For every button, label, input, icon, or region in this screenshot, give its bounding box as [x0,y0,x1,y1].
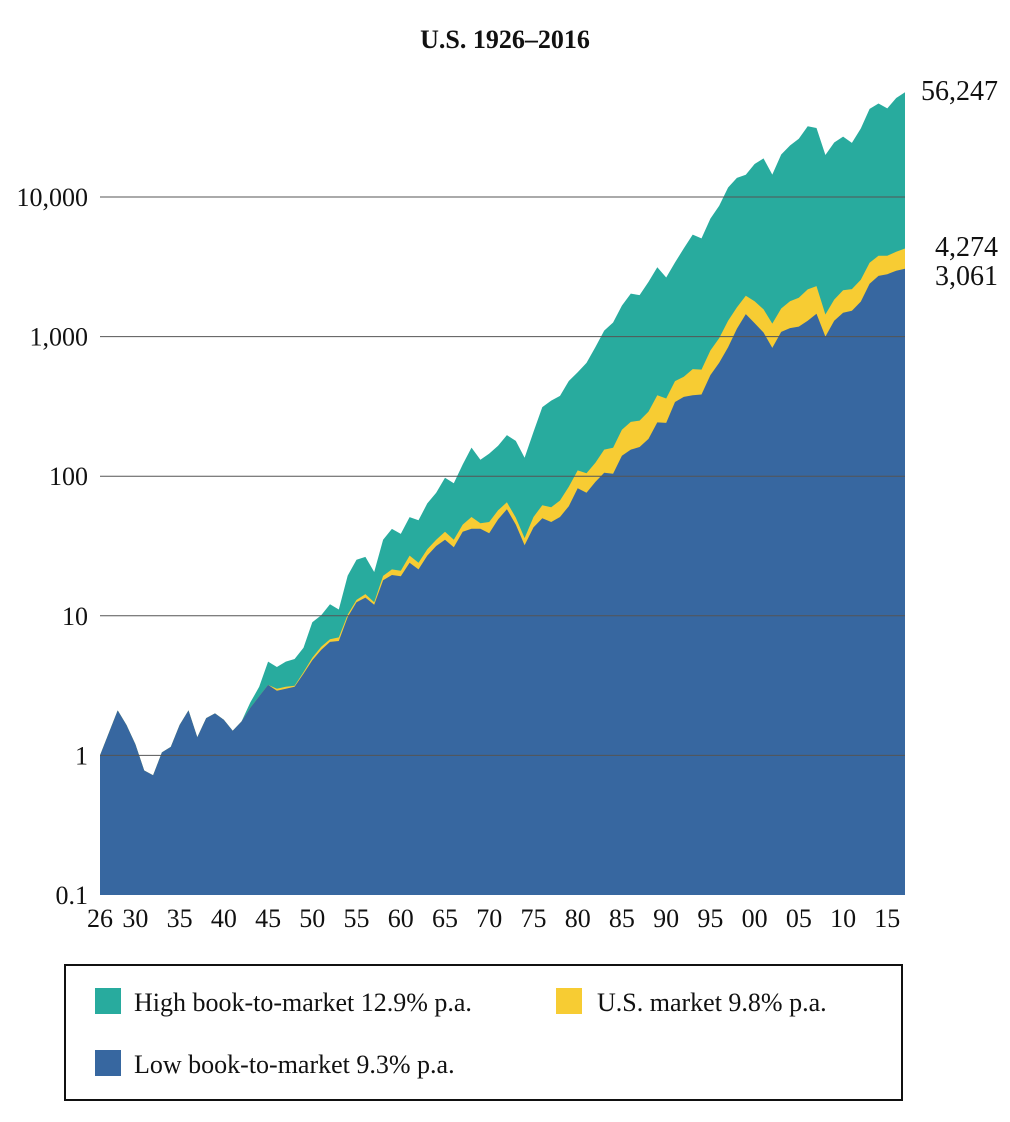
x-tick-label: 15 [874,904,900,933]
legend-label-high-book-to-market: High book-to-market 12.9% p.a. [134,988,472,1017]
legend-swatch-low-book-to-market [95,1050,121,1076]
x-tick-label: 50 [299,904,325,933]
y-tick-label: 10 [62,602,88,631]
area-low-book-to-market-9-3-p-a [100,268,905,895]
x-tick-label: 65 [432,904,458,933]
plot-area [100,92,905,896]
legend-swatch-us-market [556,988,582,1014]
y-tick-label: 100 [49,462,88,491]
x-tick-label: 95 [697,904,723,933]
x-tick-label: 10 [830,904,856,933]
legend: High book-to-market 12.9% p.a. U.S. mark… [64,964,903,1101]
x-tick-label: 70 [476,904,502,933]
x-axis: 26 30 35 40 45 50 55 60 65 70 75 80 85 90 95 00 05 10 15 [87,904,900,933]
x-tick-label: 26 [87,904,113,933]
y-tick-label: 0.1 [56,881,89,910]
x-tick-label: 35 [167,904,193,933]
x-tick-label: 75 [520,904,546,933]
legend-label-low-book-to-market: Low book-to-market 9.3% p.a. [134,1050,455,1079]
end-label-high-book-to-market-12-9-p-a: 56,247 [921,76,998,107]
gridlines [100,196,905,756]
x-tick-label: 85 [609,904,635,933]
y-tick-label: 1,000 [30,323,89,352]
legend-label-us-market: U.S. market 9.8% p.a. [597,988,827,1017]
x-tick-label: 00 [742,904,768,933]
x-tick-label: 55 [344,904,370,933]
x-tick-label: 80 [565,904,591,933]
end-label-low-book-to-market-9-3-p-a: 3,061 [935,261,998,292]
x-tick-label: 05 [786,904,812,933]
chart-title: U.S. 1926–2016 [420,25,590,54]
end-label-u-s-market-9-8-p-a: 4,274 [935,232,998,263]
x-tick-label: 40 [211,904,237,933]
x-tick-label: 30 [122,904,148,933]
y-tick-label: 10,000 [17,183,89,212]
legend-box [64,964,903,1101]
y-tick-label: 1 [75,741,88,770]
x-tick-label: 90 [653,904,679,933]
x-tick-label: 45 [255,904,281,933]
legend-swatch-high-book-to-market [95,988,121,1014]
x-tick-label: 60 [388,904,414,933]
y-axis: 0.1 1 10 100 1,000 10,000 [17,183,89,910]
